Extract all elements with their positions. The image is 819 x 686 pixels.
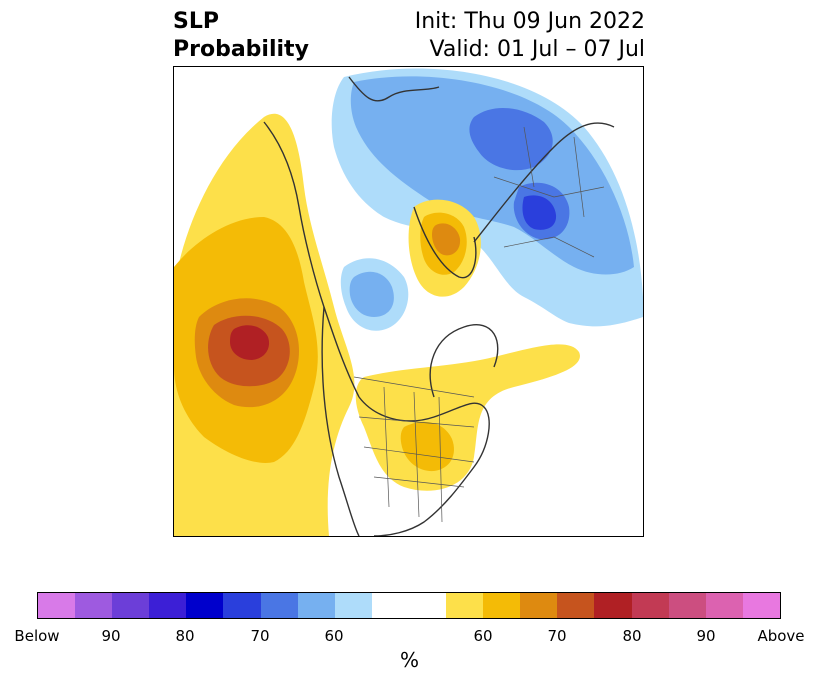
chart-subtitle: Init: Thu 09 Jun 2022 Valid: 01 Jul – 07… (415, 8, 645, 64)
colorbar-swatch (334, 593, 372, 618)
title-line-variable: SLP (173, 9, 219, 34)
colorbar-swatch (75, 593, 113, 618)
colorbar-swatch (371, 593, 447, 618)
chart-title: SLP Probability (173, 8, 309, 64)
colorbar-swatch (594, 593, 632, 618)
below-70-siberia-core (469, 107, 553, 171)
colorbar-swatch (38, 593, 76, 618)
colorbar-swatch (520, 593, 558, 618)
above-80-north-pacific (230, 325, 270, 360)
probability-map (173, 66, 644, 537)
colorbar-swatch (446, 593, 484, 618)
colorbar-tick-label: 90 (696, 627, 716, 645)
colorbar-swatch (112, 593, 150, 618)
colorbar-tick-label: 80 (175, 627, 195, 645)
colorbar-tick-label: 80 (622, 627, 642, 645)
colorbar-tick-label: 70 (250, 627, 270, 645)
below-65-greenland-sea (349, 271, 394, 317)
colorbar-swatch (223, 593, 261, 618)
colorbar-swatch (260, 593, 298, 618)
colorbar-swatch (297, 593, 335, 618)
colorbar-swatch (483, 593, 521, 618)
colorbar-swatch (631, 593, 669, 618)
colorbar-swatch (557, 593, 595, 618)
political-boundaries (353, 126, 605, 523)
below-75-siberia-core (522, 195, 557, 230)
above-70-scandinavia (432, 223, 461, 256)
colorbar-swatch (742, 593, 780, 618)
colorbar-swatch (668, 593, 706, 618)
colorbar-tick-label: 70 (547, 627, 567, 645)
coastline-outlines (263, 76, 615, 536)
colorbar-tick-label: 60 (473, 627, 493, 645)
colorbar-swatch (705, 593, 743, 618)
probability-colorbar (37, 592, 781, 619)
colorbar-swatch (186, 593, 224, 618)
title-line-product: Probability (173, 37, 309, 62)
colorbar-tick-labels: Below 90 80 70 60 60 70 80 90 Above (14, 627, 804, 645)
colorbar-unit-label: % (399, 648, 419, 672)
colorbar-tick-label: 60 (324, 627, 344, 645)
valid-range-label: Valid: 01 Jul – 07 Jul (429, 37, 645, 62)
colorbar-swatch (149, 593, 187, 618)
colorbar-tick-label: 90 (101, 627, 121, 645)
colorbar-tick-label: Below (14, 627, 60, 645)
colorbar-tick-label: Above (757, 627, 805, 645)
init-date-label: Init: Thu 09 Jun 2022 (414, 9, 645, 34)
